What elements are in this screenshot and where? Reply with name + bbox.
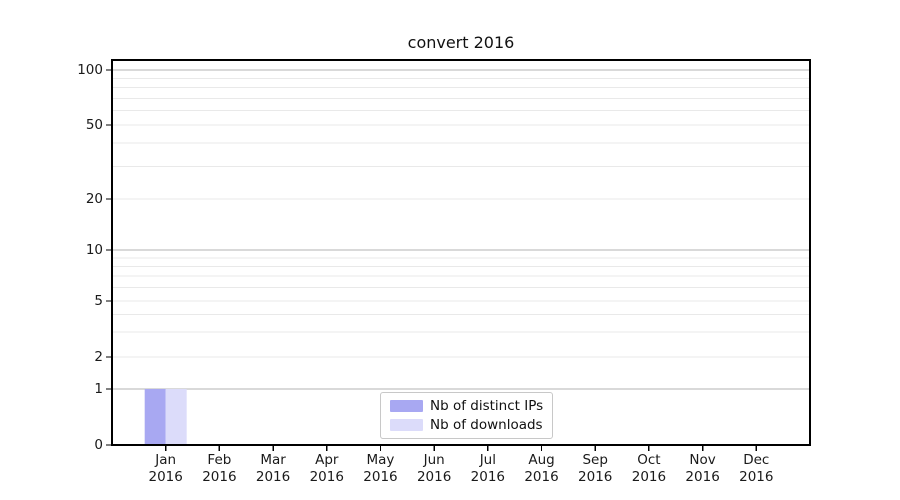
x-tick-label: Mar 2016	[255, 452, 291, 485]
x-tick-label: Jun 2016	[416, 452, 452, 485]
x-tick-label: Feb 2016	[202, 452, 237, 485]
y-tick-label: 50	[85, 117, 103, 133]
x-tick-label: Apr 2016	[309, 452, 344, 485]
x-tick-label: Nov 2016	[685, 452, 720, 485]
y-tick-label: 5	[94, 293, 103, 309]
x-tick-label: May 2016	[363, 452, 398, 485]
x-tick-label: Sep 2016	[578, 452, 613, 485]
legend-swatch-distinct-ips-icon	[390, 400, 423, 412]
legend-item-downloads: Nb of downloads	[390, 416, 543, 434]
bar-distinct-ips	[144, 389, 166, 445]
y-tick-label: 100	[77, 62, 103, 78]
x-tick-label: Jan 2016	[148, 452, 183, 485]
x-tick-label: Jul 2016	[470, 452, 506, 485]
plot-border	[111, 59, 811, 446]
legend-label-downloads: Nb of downloads	[430, 417, 543, 433]
y-tick-label: 1	[94, 381, 103, 397]
legend-swatch-downloads-icon	[390, 419, 423, 431]
x-tick-label: Oct 2016	[631, 452, 667, 485]
legend-item-distinct-ips: Nb of distinct IPs	[390, 397, 543, 415]
y-tick-label: 0	[94, 437, 103, 453]
y-tick-label: 20	[85, 191, 103, 207]
bar-downloads	[165, 389, 187, 445]
legend-label-distinct-ips: Nb of distinct IPs	[430, 398, 544, 414]
x-tick-label: Dec 2016	[739, 452, 774, 485]
legend: Nb of distinct IPs Nb of downloads	[380, 392, 554, 439]
y-tick-label: 10	[85, 242, 103, 258]
y-tick-label: 2	[94, 349, 103, 365]
x-tick-label: Aug 2016	[524, 452, 559, 485]
chart-title: convert 2016	[407, 33, 515, 52]
